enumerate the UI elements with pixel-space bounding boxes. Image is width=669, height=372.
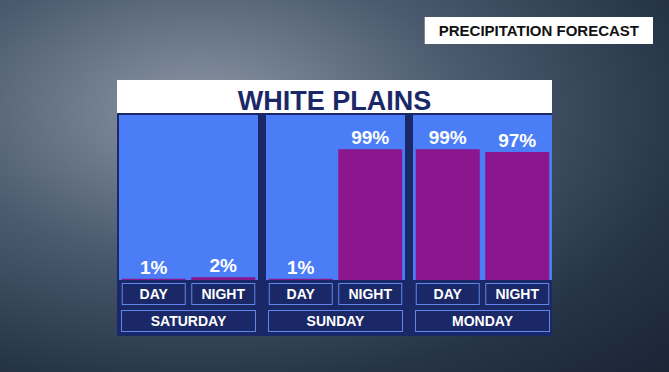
svg-text:PRECIPITATION FORECAST: PRECIPITATION FORECAST <box>439 22 639 39</box>
svg-text:SATURDAY: SATURDAY <box>151 313 227 329</box>
svg-text:SUNDAY: SUNDAY <box>307 313 365 329</box>
svg-text:NIGHT: NIGHT <box>201 286 245 302</box>
svg-text:WHITE PLAINS: WHITE PLAINS <box>238 86 432 116</box>
svg-text:99%: 99% <box>351 127 389 148</box>
svg-text:DAY: DAY <box>140 286 169 302</box>
svg-text:97%: 97% <box>498 130 536 151</box>
svg-text:DAY: DAY <box>434 286 463 302</box>
svg-text:DAY: DAY <box>287 286 316 302</box>
svg-text:MONDAY: MONDAY <box>452 313 514 329</box>
svg-text:1%: 1% <box>140 257 168 278</box>
svg-text:NIGHT: NIGHT <box>495 286 539 302</box>
svg-text:NIGHT: NIGHT <box>348 286 392 302</box>
svg-text:1%: 1% <box>287 257 315 278</box>
svg-text:2%: 2% <box>210 255 238 276</box>
svg-text:99%: 99% <box>429 127 467 148</box>
